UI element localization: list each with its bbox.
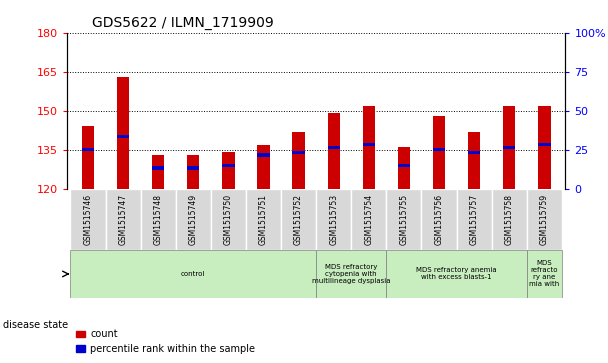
Text: control: control xyxy=(181,271,206,277)
Bar xyxy=(223,164,235,167)
Bar xyxy=(468,151,480,154)
Text: GSM1515751: GSM1515751 xyxy=(259,194,268,245)
Text: MDS refractory
cytopenia with
multilineage dysplasia: MDS refractory cytopenia with multilinea… xyxy=(312,264,390,284)
Text: GSM1515755: GSM1515755 xyxy=(399,194,409,245)
Text: GSM1515752: GSM1515752 xyxy=(294,194,303,245)
Bar xyxy=(117,77,129,189)
Text: GDS5622 / ILMN_1719909: GDS5622 / ILMN_1719909 xyxy=(92,16,274,30)
Bar xyxy=(386,250,527,298)
Bar xyxy=(503,146,516,149)
Bar xyxy=(363,143,375,146)
Text: GSM1515756: GSM1515756 xyxy=(435,194,444,245)
Bar xyxy=(71,189,106,250)
Text: GSM1515758: GSM1515758 xyxy=(505,194,514,245)
Bar xyxy=(527,189,562,250)
Bar xyxy=(140,189,176,250)
Bar xyxy=(328,113,340,189)
Text: GSM1515749: GSM1515749 xyxy=(188,194,198,245)
Bar xyxy=(82,148,94,151)
Bar xyxy=(503,106,516,189)
Bar xyxy=(398,147,410,189)
Text: GSM1515759: GSM1515759 xyxy=(540,194,549,245)
Text: MDS
refracto
ry ane
mia with: MDS refracto ry ane mia with xyxy=(529,260,559,287)
Bar xyxy=(257,144,269,189)
Bar xyxy=(187,167,199,170)
Bar xyxy=(152,155,164,189)
Bar xyxy=(351,189,386,250)
Text: disease state: disease state xyxy=(3,320,68,330)
Bar xyxy=(421,189,457,250)
Bar xyxy=(152,167,164,170)
Text: GSM1515750: GSM1515750 xyxy=(224,194,233,245)
Bar xyxy=(71,250,316,298)
Text: GSM1515753: GSM1515753 xyxy=(329,194,338,245)
Bar xyxy=(82,126,94,189)
Bar xyxy=(292,151,305,154)
Text: GSM1515747: GSM1515747 xyxy=(119,194,128,245)
Text: GSM1515757: GSM1515757 xyxy=(469,194,478,245)
Bar xyxy=(538,106,550,189)
Text: MDS refractory anemia
with excess blasts-1: MDS refractory anemia with excess blasts… xyxy=(416,268,497,281)
Bar xyxy=(316,250,386,298)
Bar xyxy=(328,146,340,149)
Bar xyxy=(457,189,492,250)
Text: GSM1515746: GSM1515746 xyxy=(83,194,92,245)
Bar xyxy=(117,135,130,138)
Bar xyxy=(492,189,527,250)
Legend: count, percentile rank within the sample: count, percentile rank within the sample xyxy=(72,326,259,358)
Text: GSM1515754: GSM1515754 xyxy=(364,194,373,245)
Bar xyxy=(223,152,235,189)
Bar xyxy=(433,148,445,151)
Bar xyxy=(538,143,550,146)
Bar xyxy=(527,250,562,298)
Bar xyxy=(257,154,269,156)
Bar xyxy=(176,189,211,250)
Bar xyxy=(433,116,445,189)
Text: GSM1515748: GSM1515748 xyxy=(154,194,163,245)
Bar xyxy=(292,132,305,189)
Bar xyxy=(187,155,199,189)
Bar xyxy=(398,164,410,167)
Bar xyxy=(246,189,281,250)
Bar xyxy=(281,189,316,250)
Bar xyxy=(106,189,140,250)
Bar xyxy=(363,106,375,189)
Bar xyxy=(316,189,351,250)
Bar xyxy=(386,189,421,250)
Bar xyxy=(211,189,246,250)
Bar xyxy=(468,132,480,189)
